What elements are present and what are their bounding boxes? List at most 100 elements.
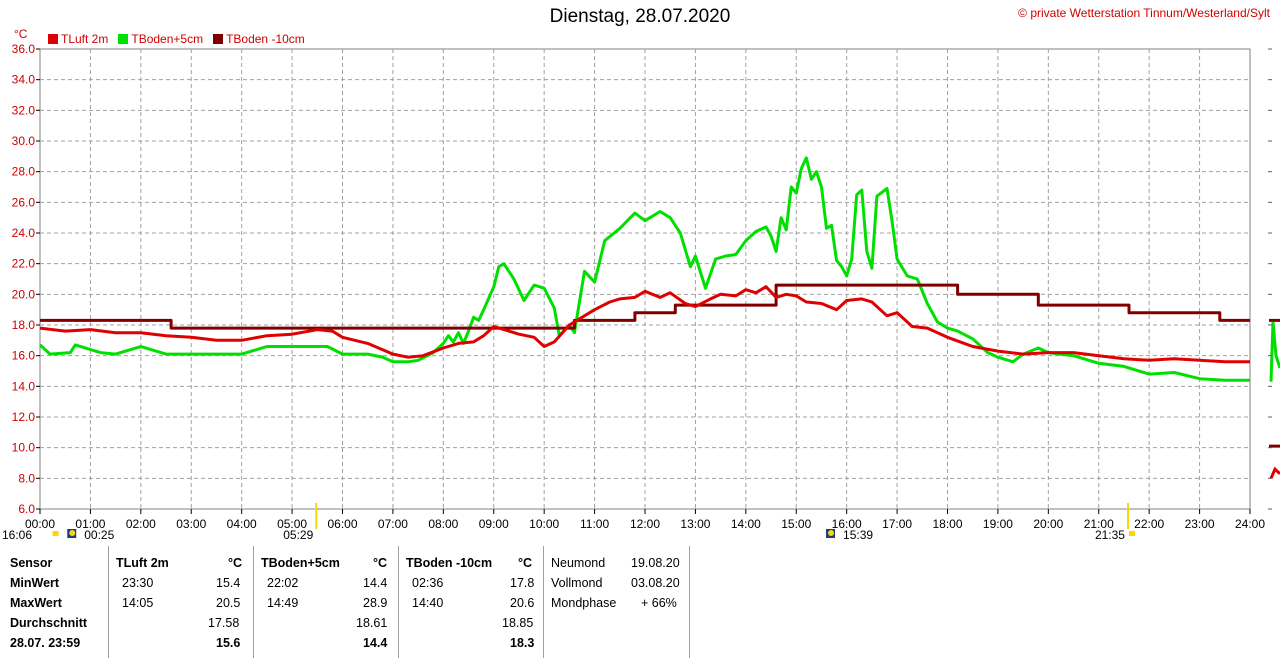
tboden10-max-time: 14:40 xyxy=(412,596,444,610)
moonrise-icon-disc xyxy=(69,530,76,536)
copyright-symbol: © xyxy=(1018,6,1027,20)
temperature-chart: 6.0 8.0 10.0 12.0 14.0 16.0 18.0 20.0 22.0 24.0 26… xyxy=(2,42,1280,542)
sun-marker-right xyxy=(1129,531,1135,536)
y-tick-label: 36.0 xyxy=(12,42,36,56)
tboden10-max-value: 20.6 xyxy=(510,596,535,610)
x-tick-label: 00:00 xyxy=(25,517,55,531)
tboden5-column: TBoden+5cm °C 22:02 14.4 14:49 28.9 18.6… xyxy=(253,546,399,658)
x-tick-label: 11:00 xyxy=(580,517,609,531)
tboden5-min-time: 22:02 xyxy=(267,576,299,590)
y-tick-label: 18.0 xyxy=(12,318,36,332)
right-indicator-tluft xyxy=(1269,466,1280,479)
moon-label-full: Vollmond xyxy=(551,576,603,590)
copyright-notice: © private Wetterstation Tinnum/Westerlan… xyxy=(1018,6,1270,20)
sensor-column: Sensor MinWert MaxWert Durchschnitt 28.0… xyxy=(0,546,109,658)
tboden10-min-time: 02:36 xyxy=(412,576,444,590)
row-label-min: MinWert xyxy=(10,576,60,590)
tboden10-column: TBoden -10cm °C 02:36 17.8 14:40 20.6 18… xyxy=(398,546,544,658)
tboden10-header: TBoden -10cm xyxy=(406,556,493,570)
series-line-tluft xyxy=(39,285,1250,364)
tboden5-avg: 18.61 xyxy=(356,616,388,630)
tboden10-unit: °C xyxy=(518,556,533,570)
x-tick-label: 02:00 xyxy=(126,517,156,531)
y-tick-label: 24.0 xyxy=(12,226,36,240)
tluft-min-value: 15.4 xyxy=(216,576,241,590)
y-tick-label: 12.0 xyxy=(12,410,36,424)
x-tick-label: 09:00 xyxy=(479,517,509,531)
sunrise-label: 05:29 xyxy=(283,528,313,542)
x-tick-label: 21:00 xyxy=(1084,517,1114,531)
x-tick-label: 16:00 xyxy=(832,517,862,531)
moonrise-label: 00:25 xyxy=(84,528,114,542)
moon-value-phase: + 66% xyxy=(641,596,677,610)
legend: TLuft 2m TBoden+5cm TBoden -10cm xyxy=(48,32,305,46)
x-tick-label: 03:00 xyxy=(176,517,206,531)
tboden5-current: 14.4 xyxy=(363,636,388,650)
x-tick-label: 08:00 xyxy=(428,517,458,531)
y-tick-label: 8.0 xyxy=(18,471,35,485)
legend-item-tboden5: TBoden+5cm xyxy=(118,32,203,46)
moon-value-full: 03.08.20 xyxy=(631,576,680,590)
row-label-current: 28.07. 23:59 xyxy=(10,636,81,650)
x-tick-label: 14:00 xyxy=(731,517,761,531)
x-tick-label: 05:00 xyxy=(277,517,307,531)
statistics-panel: Sensor MinWert MaxWert Durchschnitt 28.0… xyxy=(0,546,1280,662)
x-tick-label: 20:00 xyxy=(1033,517,1063,531)
tboden5-min-value: 14.4 xyxy=(363,576,388,590)
series-line-tboden10 xyxy=(40,283,1250,330)
tboden5-unit: °C xyxy=(373,556,388,570)
x-tick-label: 23:00 xyxy=(1185,517,1215,531)
legend-item-tluft: TLuft 2m xyxy=(48,32,108,46)
x-tick-label: 06:00 xyxy=(327,517,357,531)
tluft-header: TLuft 2m xyxy=(116,556,169,570)
row-label-max: MaxWert xyxy=(10,596,62,610)
sensor-header: Sensor xyxy=(10,556,53,570)
y-tick-label: 30.0 xyxy=(12,134,36,148)
tluft-min-time: 23:30 xyxy=(122,576,154,590)
sunset-prev-label: 16:06 xyxy=(2,528,32,542)
plot-area xyxy=(39,48,1251,510)
y-tick-label: 26.0 xyxy=(12,195,36,209)
tluft-max-time: 14:05 xyxy=(122,596,154,610)
y-tick-label: 10.0 xyxy=(12,441,36,455)
legend-swatch-tboden10 xyxy=(213,34,224,44)
y-tick-label: 6.0 xyxy=(18,502,35,516)
tluft-current: 15.6 xyxy=(216,636,241,650)
x-tick-label: 22:00 xyxy=(1134,517,1164,531)
legend-item-tboden10: TBoden -10cm xyxy=(213,32,305,46)
right-indicator-tboden5 xyxy=(1269,321,1280,382)
moon-value-new: 19.08.20 xyxy=(631,556,680,570)
legend-swatch-tluft xyxy=(48,34,58,44)
x-tick-label: 07:00 xyxy=(378,517,408,531)
tluft-column: TLuft 2m °C 23:30 15.4 14:05 20.5 17.58 … xyxy=(108,546,254,658)
copyright-text: private Wetterstation Tinnum/Westerland/… xyxy=(1030,6,1270,20)
tboden5-max-value: 28.9 xyxy=(363,596,388,610)
row-label-avg: Durchschnitt xyxy=(10,616,88,630)
y-tick-label: 22.0 xyxy=(12,257,36,271)
moon-label-phase: Mondphase xyxy=(551,596,617,610)
sun-marker-left xyxy=(52,531,59,536)
tboden10-min-value: 17.8 xyxy=(510,576,535,590)
tboden10-current: 18.3 xyxy=(510,636,535,650)
x-tick-label: 10:00 xyxy=(529,517,559,531)
legend-swatch-tboden5 xyxy=(118,34,129,44)
legend-label-tboden10: TBoden -10cm xyxy=(226,32,305,46)
x-tick-label: 13:00 xyxy=(680,517,710,531)
y-axis-unit: °C xyxy=(14,27,28,41)
tluft-unit: °C xyxy=(228,556,243,570)
chart-title: Dienstag, 28.07.2020 xyxy=(549,6,731,27)
moon-column: Neumond 19.08.20 Vollmond 03.08.20 Mondp… xyxy=(543,546,690,658)
moonset-label: 15:39 xyxy=(843,528,873,542)
y-tick-label: 34.0 xyxy=(12,73,36,87)
series-line-tboden5 xyxy=(38,156,1250,382)
x-tick-label: 19:00 xyxy=(983,517,1013,531)
x-tick-label: 15:00 xyxy=(781,517,811,531)
x-tick-label: 04:00 xyxy=(227,517,257,531)
tluft-max-value: 20.5 xyxy=(216,596,241,610)
legend-label-tboden5: TBoden+5cm xyxy=(131,32,204,46)
y-tick-label: 14.0 xyxy=(12,379,36,393)
x-tick-label: 18:00 xyxy=(932,517,962,531)
x-tick-label: 17:00 xyxy=(882,517,912,531)
tboden10-avg: 18.85 xyxy=(502,616,534,630)
x-tick-label: 01:00 xyxy=(75,517,105,531)
